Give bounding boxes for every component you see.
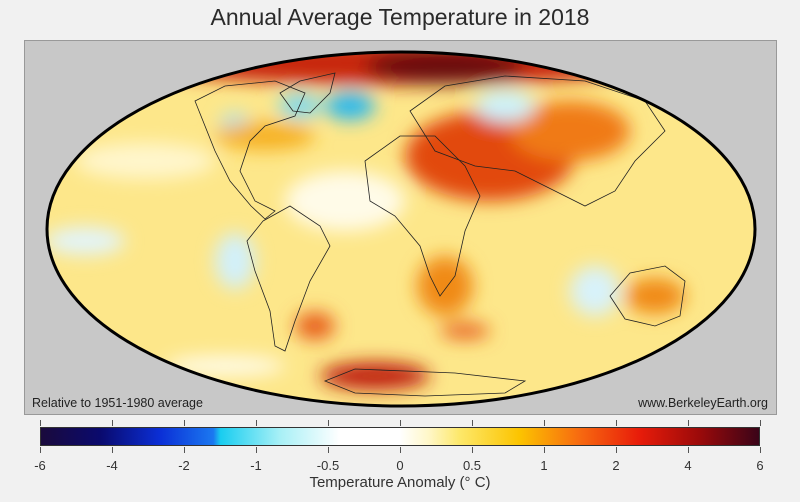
colorbar-tick-label: -1 [250, 458, 262, 473]
colorbar-tick-label: 6 [756, 458, 764, 473]
map-base [47, 52, 755, 406]
colorbar-tick [400, 420, 401, 453]
pacific-neutral-blob [75, 143, 215, 179]
colorbar-tick [472, 420, 473, 453]
globe-outline [45, 50, 757, 408]
southern-ocean-neutral-blob [165, 356, 285, 376]
australia-warm-blob [625, 278, 685, 314]
colorbar-tick-label: 2 [612, 458, 620, 473]
west-pacific-cool-blob [47, 227, 125, 255]
colorbar [40, 427, 760, 446]
antarctic-warm-blob [320, 362, 430, 390]
colorbar-tick-label: -4 [106, 458, 118, 473]
chart-title: Annual Average Temperature in 2018 [210, 4, 590, 30]
greenland-cool-blob [278, 94, 322, 118]
colorbar-tick [40, 420, 41, 453]
temperature-map [45, 50, 757, 408]
colorbar-tick [112, 420, 113, 453]
colorbar-tick-label: -6 [34, 458, 46, 473]
us-east-warm-blob [215, 122, 315, 150]
colorbar-tick-label: 4 [684, 458, 692, 473]
baseline-note: Relative to 1951-1980 average [32, 396, 203, 410]
colorbar-tick [256, 420, 257, 453]
pacific-cool-blob [215, 233, 255, 289]
colorbar-tick [544, 420, 545, 453]
siberia-cool-blob [475, 90, 535, 122]
south-america-warm-blob [295, 312, 335, 340]
colorbar-tick [616, 420, 617, 453]
colorbar-label: Temperature Anomaly (° C) [309, 474, 491, 491]
southern-ocean-warm-blob [440, 323, 490, 339]
colorbar-tick [328, 420, 329, 453]
source-link: www.BerkeleyEarth.org [638, 396, 768, 410]
colorbar-tick-label: 1 [540, 458, 548, 473]
asia-warm-blob [510, 101, 630, 161]
atlantic-neutral-blob [285, 171, 405, 231]
colorbar-tick-label: 0.5 [462, 458, 482, 473]
colorbar-tick-label: -2 [178, 458, 190, 473]
south-africa-warm-blob [417, 256, 473, 316]
north-atlantic-cold-blob [325, 92, 375, 120]
colorbar-tick-label: -0.5 [316, 458, 340, 473]
colorbar-tick [184, 420, 185, 453]
map-panel [24, 40, 777, 415]
colorbar-tick [760, 420, 761, 453]
coastlines [194, 72, 686, 397]
indian-ocean-cool-blob [570, 266, 620, 316]
colorbar-tick-label: 0 [396, 458, 404, 473]
colorbar-tick [688, 420, 689, 453]
